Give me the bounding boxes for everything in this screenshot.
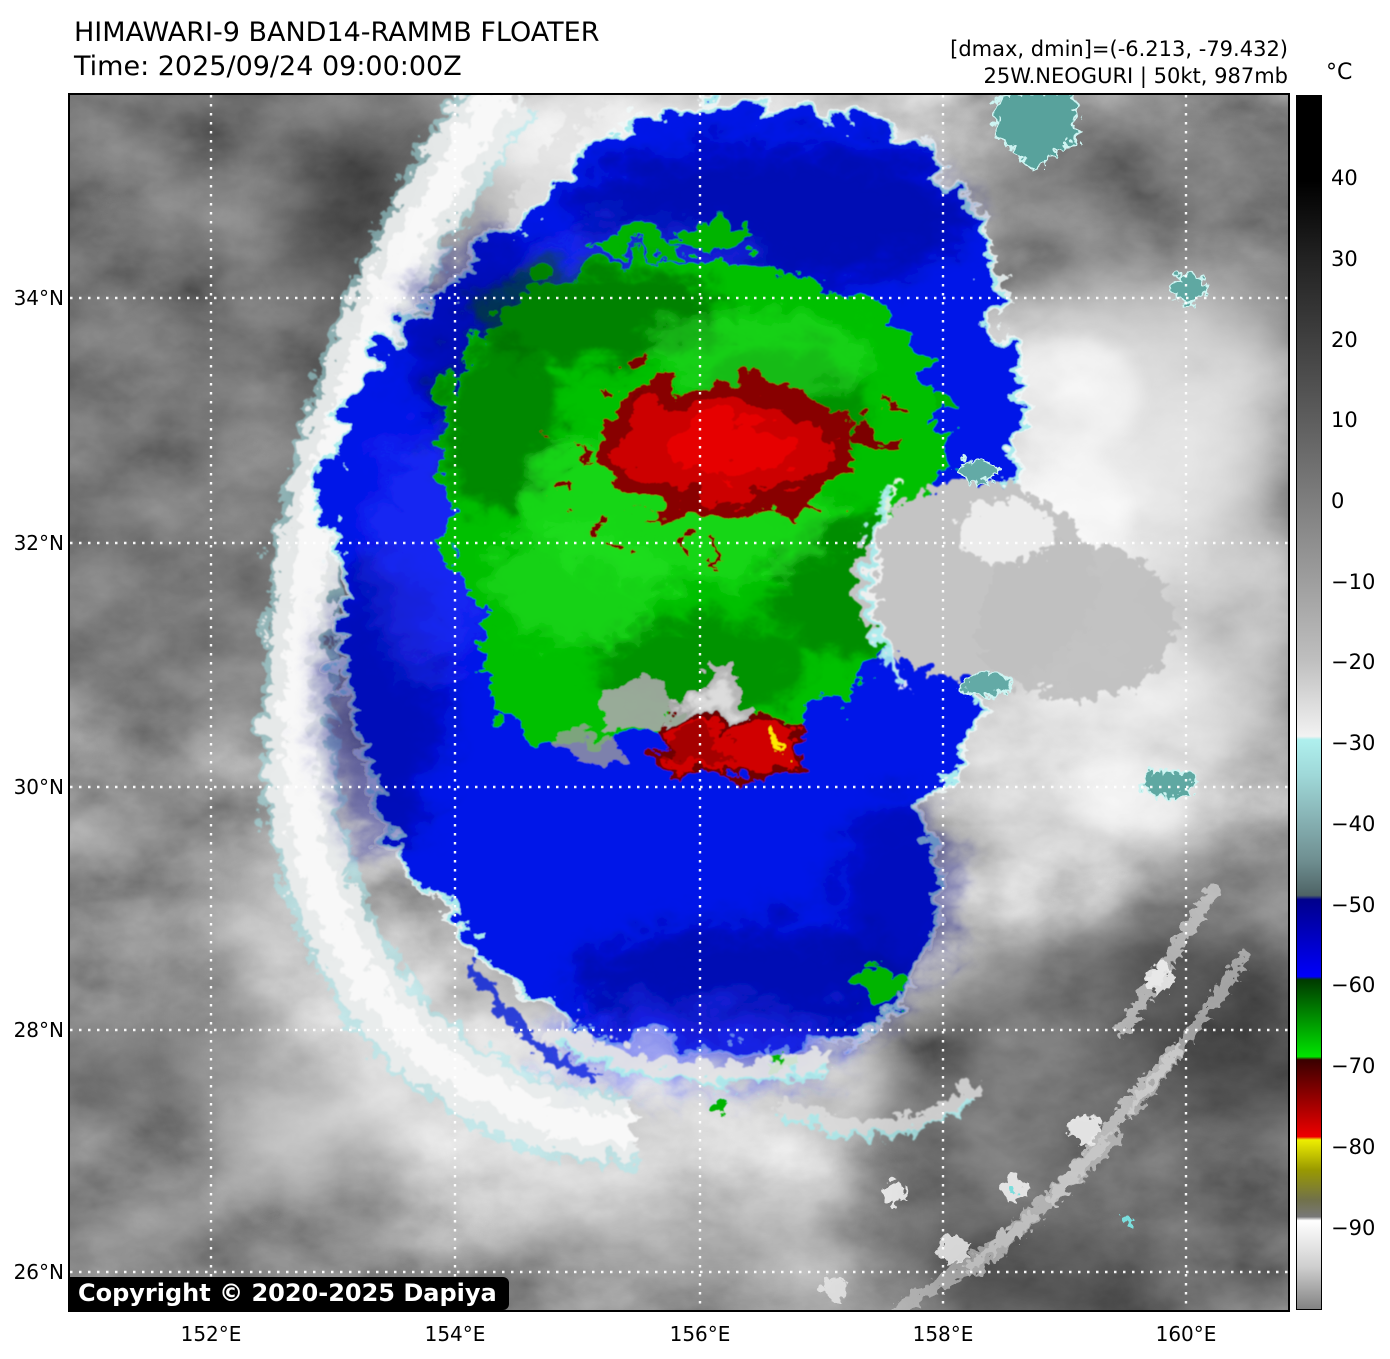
red-core-center xyxy=(658,409,782,465)
cbar-tick-m30: −30 xyxy=(1331,731,1376,755)
product-title-line1: HIMAWARI-9 BAND14-RAMMB FLOATER xyxy=(74,17,600,48)
cbar-tick-m10: −10 xyxy=(1331,570,1376,594)
cbar-tick-m80: −80 xyxy=(1331,1135,1376,1159)
storm-id-intensity: 25W.NEOGURI | 50kt, 987mb xyxy=(983,64,1288,89)
south-white-arcs xyxy=(544,1015,976,1134)
satellite-scene xyxy=(70,95,1288,1310)
colorbar-unit-label: °C xyxy=(1326,60,1353,85)
cbar-tick-m20: −20 xyxy=(1331,650,1376,674)
satellite-image xyxy=(68,93,1290,1312)
product-time-line: Time: 2025/09/24 09:00:00Z xyxy=(74,50,462,82)
lat-label-30N: 30°N xyxy=(13,775,64,799)
cbar-tick-10: 10 xyxy=(1331,408,1358,432)
cbar-tick-40: 40 xyxy=(1331,166,1358,190)
red-speckles xyxy=(537,347,891,554)
cbar-tick-0: 0 xyxy=(1331,489,1345,513)
cumulus-streets xyxy=(817,878,1246,1310)
cbar-tick-m40: −40 xyxy=(1331,812,1376,836)
lat-label-28N: 28°N xyxy=(13,1018,64,1042)
east-gray-notch xyxy=(850,473,1170,695)
yellow-coldest-pixel xyxy=(760,728,767,737)
lon-label-160E: 160°E xyxy=(1155,1322,1217,1346)
copyright-badge: Copyright © 2020-2025 Dapiya xyxy=(70,1277,509,1310)
cbar-tick-m60: −60 xyxy=(1331,973,1376,997)
lon-label-154E: 154°E xyxy=(424,1322,486,1346)
teal-cloud-patches xyxy=(953,95,1203,796)
cbar-tick-m50: −50 xyxy=(1331,893,1376,917)
cbar-tick-20: 20 xyxy=(1331,328,1358,352)
cbar-tick-m90: −90 xyxy=(1331,1216,1376,1240)
lat-label-26N: 26°N xyxy=(13,1260,64,1284)
lon-label-152E: 152°E xyxy=(180,1322,242,1346)
eye-gray-wedge xyxy=(560,645,742,749)
cbar-tick-m70: −70 xyxy=(1331,1054,1376,1078)
lon-label-156E: 156°E xyxy=(669,1322,731,1346)
dmax-dmin-readout: [dmax, dmin]=(-6.213, -79.432) xyxy=(950,37,1288,61)
product-title: HIMAWARI-9 BAND14-RAMMB FLOATER Time: 20… xyxy=(74,16,599,84)
cbar-tick-30: 30 xyxy=(1331,247,1358,271)
temperature-colorbar xyxy=(1296,95,1322,1310)
lat-label-34N: 34°N xyxy=(13,286,64,310)
storm-metadata: [dmax, dmin]=(-6.213, -79.432) 25W.NEOGU… xyxy=(950,36,1288,91)
lon-label-158E: 158°E xyxy=(912,1322,974,1346)
secondary-red-burst xyxy=(649,709,789,767)
lat-label-32N: 32°N xyxy=(13,531,64,555)
